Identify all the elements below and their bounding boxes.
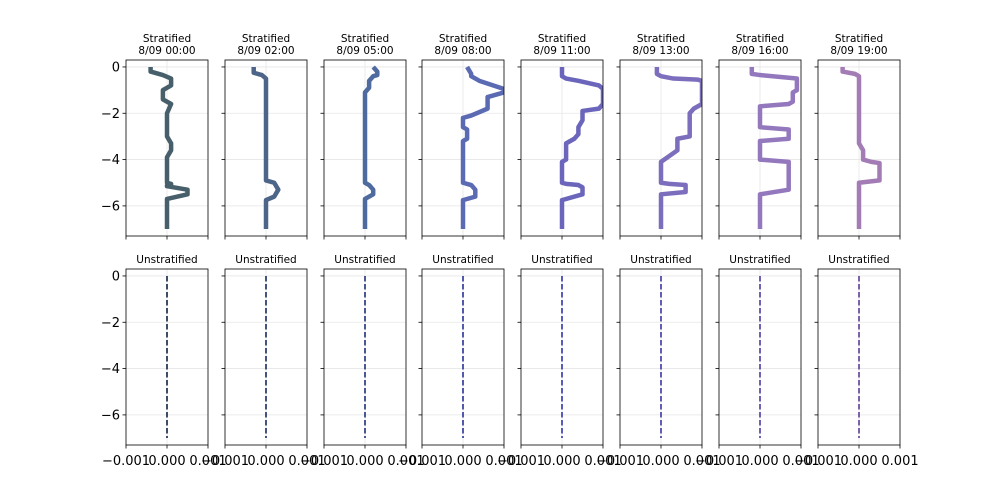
x-tick-label: 0.001 <box>387 454 424 469</box>
x-tick-label: 0.000 <box>444 454 481 469</box>
y-tick-label: −4 <box>101 153 120 168</box>
subplot-7: Stratified 8/09 16:00 <box>715 33 802 240</box>
subplot-2: Stratified 8/09 02:00 <box>221 33 308 240</box>
stratified-profile-line <box>148 66 190 230</box>
x-tick-label: −0.001 <box>596 454 644 469</box>
y-tick-label: 0 <box>112 60 120 75</box>
x-tick-label: 0.000 <box>543 454 580 469</box>
x-tick-label: −0.001 <box>201 454 249 469</box>
stratified-profile-line <box>654 66 702 230</box>
x-tick-label: 0.001 <box>189 454 226 469</box>
subplot-title: Stratified 8/09 02:00 <box>237 33 294 57</box>
x-tick-label: 0.000 <box>148 454 185 469</box>
x-tick-label: 0.000 <box>642 454 679 469</box>
x-tick-label: 0.000 <box>741 454 778 469</box>
subplot-title: Unstratified <box>531 254 592 266</box>
subplot-4: Stratified 8/09 08:00 <box>418 33 505 240</box>
x-tick-label: −0.001 <box>300 454 348 469</box>
stratified-profile-line <box>559 66 603 230</box>
x-tick-label: 0.001 <box>584 454 621 469</box>
subplot-title: Stratified 8/09 05:00 <box>336 33 393 57</box>
subplot-title: Unstratified <box>334 254 395 266</box>
subplot-title: Unstratified <box>432 254 493 266</box>
subplot-title: Stratified 8/09 19:00 <box>830 33 887 57</box>
y-tick-label: −2 <box>101 107 120 122</box>
subplot-title: Unstratified <box>729 254 790 266</box>
subplot-title: Unstratified <box>828 254 889 266</box>
subplot-title: Stratified 8/09 08:00 <box>434 33 491 57</box>
x-tick-label: 0.001 <box>881 454 918 469</box>
y-tick-label: −6 <box>101 408 120 423</box>
x-tick-label: 0.000 <box>247 454 284 469</box>
subplot-title: Unstratified <box>235 254 296 266</box>
x-tick-label: 0.001 <box>288 454 325 469</box>
subplot-title: Stratified 8/09 13:00 <box>632 33 689 57</box>
subplot-8: Stratified 8/09 19:00 <box>814 33 901 240</box>
stratified-profile-line <box>460 65 504 230</box>
subplot-title: Stratified 8/09 00:00 <box>138 33 195 57</box>
y-tick-label: 0 <box>112 269 120 284</box>
x-tick-label: −0.001 <box>102 454 150 469</box>
x-tick-label: 0.001 <box>683 454 720 469</box>
y-tick-label: −2 <box>101 316 120 331</box>
subplot-1: 0 −2 −4 −6 Stratified 8/09 00:00 <box>101 33 209 240</box>
subplot-title: Stratified 8/09 11:00 <box>533 33 590 57</box>
subplot-6: Stratified 8/09 13:00 <box>616 33 703 240</box>
subplot-title: Unstratified <box>136 254 197 266</box>
x-tick-label: 0.001 <box>782 454 819 469</box>
stratified-profile-line <box>749 66 800 230</box>
stratified-profile-line <box>251 66 281 230</box>
stratified-profile-line <box>362 65 380 230</box>
subplot-title: Unstratified <box>630 254 691 266</box>
subplot-title: Stratified 8/09 16:00 <box>731 33 788 57</box>
x-tick-label: 0.000 <box>840 454 877 469</box>
y-tick-label: −4 <box>101 362 120 377</box>
subplot-3: Stratified 8/09 05:00 <box>320 33 407 240</box>
x-tick-label: −0.001 <box>398 454 446 469</box>
x-tick-label: −0.001 <box>794 454 842 469</box>
y-tick-label: −6 <box>101 199 120 214</box>
stratified-profile-line <box>840 66 882 230</box>
x-tick-label: −0.001 <box>695 454 743 469</box>
x-tick-label: 0.000 <box>346 454 383 469</box>
subplot-5: Stratified 8/09 11:00 <box>517 33 604 240</box>
x-tick-label: −0.001 <box>497 454 545 469</box>
x-tick-label: 0.001 <box>485 454 522 469</box>
